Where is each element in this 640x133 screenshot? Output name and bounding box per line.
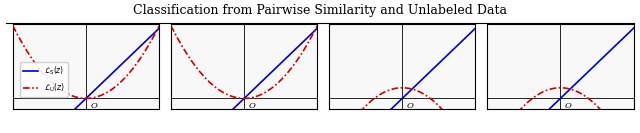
- Text: O: O: [248, 102, 255, 110]
- Text: O: O: [564, 102, 572, 110]
- Text: Classification from Pairwise Similarity and Unlabeled Data: Classification from Pairwise Similarity …: [133, 4, 507, 17]
- Text: O: O: [406, 102, 413, 110]
- Text: O: O: [90, 102, 97, 110]
- Legend: $\mathcal{L}_{\mathrm{S}}(z)$, $\mathcal{L}_{\mathrm{U}}(z)$: $\mathcal{L}_{\mathrm{S}}(z)$, $\mathcal…: [20, 62, 68, 97]
